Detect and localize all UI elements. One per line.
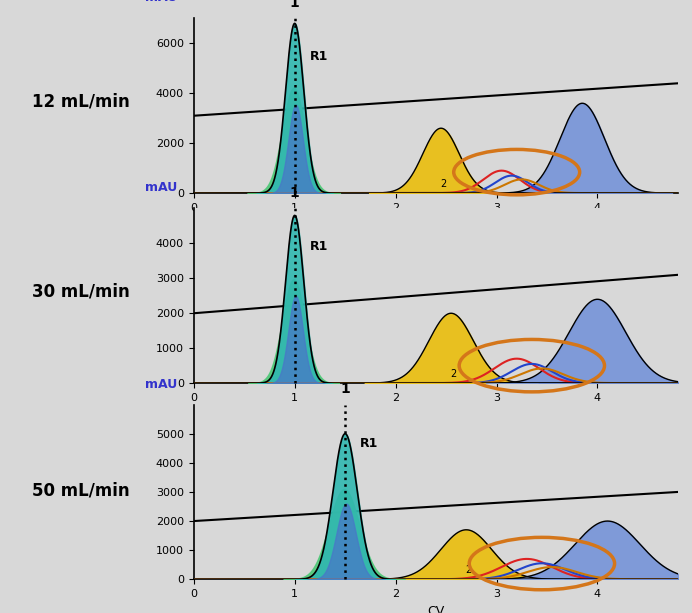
Text: 2: 2 [440,179,446,189]
X-axis label: CV: CV [428,604,444,613]
Text: 2: 2 [450,369,456,379]
Text: mAU: mAU [145,378,178,390]
Text: mAU: mAU [145,0,178,4]
Text: R1: R1 [361,436,379,449]
Text: R1: R1 [310,50,328,63]
Text: mAU: mAU [145,181,178,194]
Text: 1: 1 [340,382,350,396]
Text: 1: 1 [290,186,300,200]
Text: 12 mL/min: 12 mL/min [33,92,130,110]
Text: 1: 1 [290,0,300,10]
Text: 30 mL/min: 30 mL/min [33,282,130,300]
Text: R1: R1 [310,240,328,253]
Text: 2: 2 [465,565,471,575]
Text: 50 mL/min: 50 mL/min [33,481,130,500]
